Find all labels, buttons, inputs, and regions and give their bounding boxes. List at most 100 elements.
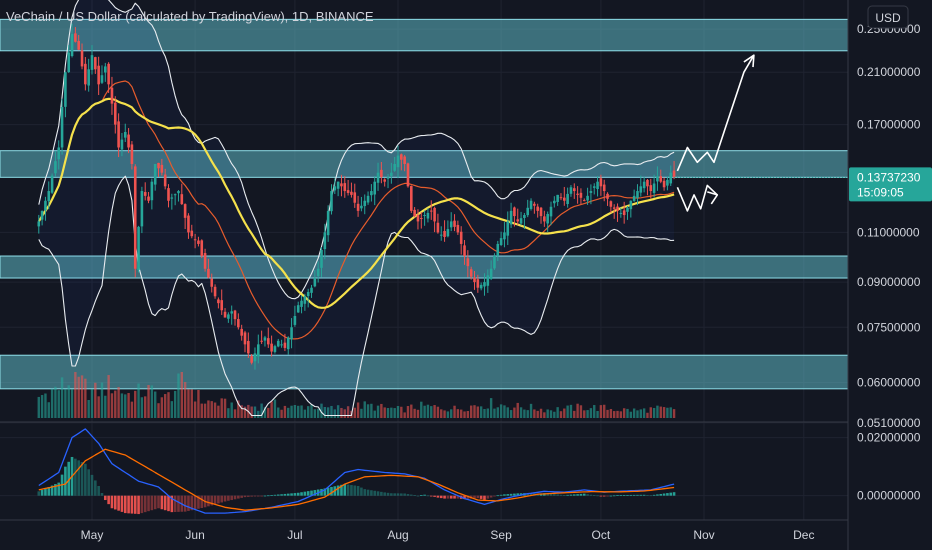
candle-body bbox=[100, 75, 104, 83]
volume-bar bbox=[163, 394, 167, 418]
volume-bar bbox=[446, 411, 450, 418]
candle-body bbox=[133, 166, 137, 269]
macd-histogram-bar bbox=[54, 484, 57, 496]
volume-bar bbox=[277, 407, 280, 418]
candle-body bbox=[526, 207, 530, 216]
volume-bar bbox=[503, 405, 506, 418]
macd-histogram-bar bbox=[576, 494, 579, 496]
volume-bar bbox=[250, 406, 253, 418]
volume-bar bbox=[573, 410, 576, 418]
currency-badge[interactable]: USD bbox=[867, 5, 909, 29]
volume-bar bbox=[513, 407, 516, 418]
volume-bar bbox=[74, 372, 77, 418]
volume-bar bbox=[150, 385, 154, 418]
candle-body bbox=[513, 207, 516, 217]
volume-bar bbox=[217, 405, 220, 418]
volume-bar bbox=[636, 410, 639, 418]
candle-body bbox=[230, 311, 233, 314]
candle-body bbox=[400, 154, 403, 160]
candle-body bbox=[419, 217, 423, 219]
candle-body bbox=[496, 243, 500, 256]
candle-body bbox=[47, 191, 51, 202]
macd-histogram-bar bbox=[436, 495, 440, 498]
symbol-legend[interactable]: VeChain / US Dollar (calculated by Tradi… bbox=[6, 9, 374, 24]
macd-histogram-bar bbox=[190, 495, 194, 511]
macd-histogram-bar bbox=[383, 492, 386, 496]
macd-histogram-bar bbox=[37, 491, 41, 496]
volume-bar bbox=[529, 403, 533, 418]
volume-bar bbox=[257, 410, 260, 418]
volume-bar bbox=[376, 405, 380, 418]
volume-bar bbox=[523, 409, 526, 418]
candle-body bbox=[493, 256, 496, 269]
candle-body bbox=[636, 191, 639, 198]
macd-histogram-bar bbox=[642, 494, 646, 496]
macd-histogram-bar bbox=[612, 495, 616, 497]
volume-bar bbox=[273, 399, 277, 418]
macd-histogram-bar bbox=[636, 494, 639, 496]
volume-bar bbox=[433, 405, 436, 418]
macd-histogram-bar bbox=[602, 495, 606, 497]
macd-histogram-bar bbox=[416, 495, 420, 497]
candle-body bbox=[296, 305, 300, 313]
volume-bar bbox=[94, 382, 97, 418]
macd-histogram-bar bbox=[572, 494, 576, 496]
macd-histogram-bar bbox=[380, 491, 383, 496]
candle-body bbox=[473, 277, 476, 283]
price-axis[interactable]: 0.250000000.210000000.170000000.11000000… bbox=[857, 22, 921, 503]
time-axis[interactable]: May Jun Jul Aug Sep Oct Nov Dec bbox=[81, 528, 815, 542]
candle-body bbox=[180, 194, 184, 205]
volume-bar bbox=[313, 409, 317, 418]
volume-bar bbox=[50, 388, 54, 418]
candle-body bbox=[286, 337, 290, 350]
volume-bar bbox=[90, 389, 94, 418]
volume-bar bbox=[130, 401, 134, 418]
macd-line bbox=[38, 428, 675, 514]
candle-body bbox=[609, 201, 613, 207]
volume-bar bbox=[366, 404, 370, 418]
macd-histogram-bar bbox=[569, 494, 573, 496]
candle-body bbox=[247, 341, 250, 354]
volume-bar bbox=[356, 402, 360, 418]
volume-bar bbox=[410, 404, 413, 418]
macd-histogram-bar bbox=[649, 495, 653, 497]
volume-bar bbox=[173, 390, 177, 418]
candle-body bbox=[649, 185, 653, 192]
volume-bar bbox=[110, 393, 114, 418]
candle-body bbox=[160, 164, 164, 173]
volume-bar bbox=[77, 376, 80, 418]
macd-histogram-bar bbox=[94, 480, 97, 496]
volume-bar bbox=[436, 406, 440, 418]
volume-bar bbox=[629, 411, 633, 418]
volume-bar bbox=[496, 407, 499, 418]
candle-body bbox=[499, 238, 503, 246]
time-tick-sep: Sep bbox=[490, 528, 512, 542]
candle-body bbox=[509, 210, 513, 225]
candle-body bbox=[406, 163, 410, 187]
macd-histogram-bar bbox=[479, 495, 483, 499]
macd-histogram-bar bbox=[250, 495, 253, 497]
time-tick-may: May bbox=[81, 528, 104, 542]
macd-histogram-bar bbox=[456, 495, 460, 499]
candle-body bbox=[67, 52, 71, 73]
bollinger-upper bbox=[38, 0, 675, 300]
volume-bar bbox=[499, 404, 503, 418]
macd-histogram-bar bbox=[200, 495, 204, 509]
macd-histogram-bar bbox=[453, 495, 456, 499]
volume-bar bbox=[509, 410, 513, 418]
macd-histogram-bar bbox=[74, 458, 77, 496]
macd-histogram-bar bbox=[44, 488, 47, 496]
macd-histogram-bar bbox=[366, 489, 370, 496]
candle-body bbox=[666, 179, 669, 186]
candle-body bbox=[220, 300, 224, 311]
macd-histogram-bar bbox=[160, 495, 164, 510]
macd-histogram-bar bbox=[343, 484, 347, 496]
macd-histogram-bar bbox=[147, 495, 150, 512]
volume-bar bbox=[603, 404, 606, 418]
candle-body bbox=[197, 240, 200, 244]
candle-body bbox=[250, 356, 253, 363]
candle-body bbox=[443, 231, 446, 237]
projection-path-alt bbox=[676, 184, 718, 212]
macd-histogram-bar bbox=[213, 495, 217, 505]
